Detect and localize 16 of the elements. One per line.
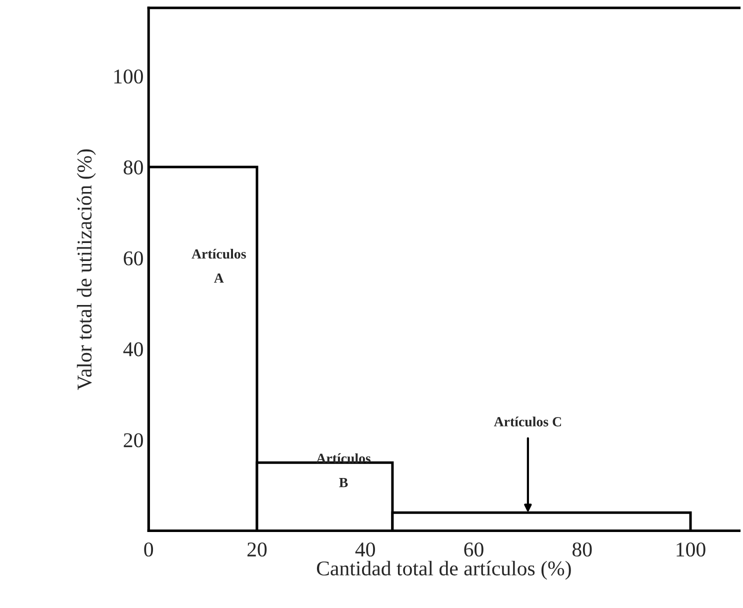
y-tick-label: 100 <box>114 69 143 84</box>
x-tick-label: 80 <box>572 542 592 557</box>
x-tick-label: 0 <box>144 542 154 557</box>
y-tick-label: 20 <box>124 433 143 448</box>
y-tick-label: 40 <box>123 342 143 356</box>
x-tick-label: 100 <box>676 542 706 557</box>
x-tick-label: 40 <box>355 542 375 557</box>
annotation: Artículos A <box>192 248 246 283</box>
y-tick-label: 60 <box>124 251 143 266</box>
y-axis-title: Valor total de utilización (%) <box>76 149 96 390</box>
y-tick-label: 80 <box>124 160 143 174</box>
x-tick-label: 60 <box>464 542 484 557</box>
annotation: Artículos B <box>316 453 371 488</box>
x-axis-title: Cantidad total de artículos (%) <box>316 560 571 580</box>
annotation: Artículos C <box>494 416 562 426</box>
x-tick-label: 20 <box>247 542 267 557</box>
